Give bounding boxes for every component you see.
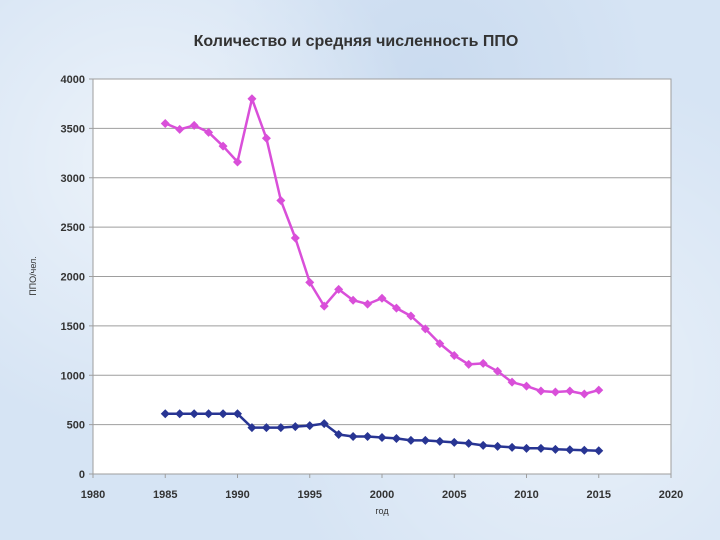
data-point-marker — [464, 359, 474, 369]
data-point-marker — [522, 443, 531, 453]
data-point-marker — [493, 366, 503, 376]
data-point-marker — [334, 284, 344, 294]
data-point-marker — [363, 431, 373, 441]
data-point-marker — [594, 446, 604, 456]
x-tick-label: 2000 — [370, 489, 394, 501]
data-point-marker — [478, 358, 488, 368]
data-point-marker — [276, 423, 286, 433]
x-axis-label: год — [375, 506, 389, 516]
y-tick-label: 2500 — [61, 222, 85, 234]
data-point-marker — [435, 339, 445, 349]
data-point-marker — [160, 118, 170, 128]
y-tick-label: 1500 — [61, 321, 85, 333]
y-tick-label: 4000 — [61, 74, 85, 86]
data-point-marker — [218, 409, 228, 419]
data-point-marker — [594, 385, 604, 395]
y-tick-label: 2000 — [61, 272, 85, 284]
data-point-marker — [319, 419, 329, 429]
data-point-marker — [406, 311, 416, 321]
x-tick-label: 1985 — [153, 489, 177, 501]
data-point-marker — [348, 295, 358, 305]
data-point-marker — [319, 301, 329, 311]
data-point-marker — [247, 423, 257, 433]
y-tick-label: 500 — [67, 420, 85, 432]
data-point-marker — [204, 409, 214, 419]
series-1 — [160, 94, 604, 399]
data-point-marker — [363, 299, 373, 309]
data-point-marker — [449, 437, 459, 447]
data-point-marker — [420, 324, 430, 334]
data-point-marker — [377, 293, 387, 303]
x-tick-label: 2020 — [659, 489, 683, 501]
data-point-marker — [522, 381, 531, 391]
data-point-marker — [565, 445, 575, 455]
data-point-marker — [290, 422, 300, 432]
data-point-marker — [218, 141, 228, 151]
x-tick-label: 2005 — [442, 489, 466, 501]
data-point-marker — [247, 94, 257, 104]
data-point-marker — [507, 377, 517, 387]
series-group — [160, 94, 604, 456]
data-point-marker — [175, 124, 185, 134]
gridlines — [93, 127, 671, 426]
data-point-marker — [189, 409, 199, 419]
series-2 — [160, 409, 604, 456]
data-point-marker — [204, 127, 214, 137]
data-point-marker — [536, 443, 546, 453]
data-point-marker — [391, 303, 401, 313]
data-point-marker — [478, 440, 488, 450]
data-point-marker — [420, 435, 430, 445]
data-point-marker — [464, 438, 474, 448]
x-tick-label: 1990 — [225, 489, 249, 501]
data-point-marker — [493, 441, 503, 451]
data-point-marker — [406, 435, 416, 445]
data-point-marker — [550, 387, 560, 397]
y-axis-label: ППО/чел. — [28, 256, 38, 296]
data-point-marker — [536, 386, 546, 396]
data-point-marker — [175, 409, 185, 419]
data-point-marker — [305, 421, 315, 431]
y-axis-ticks: 0 500 1000 1500 2000 2500 3000 3500 4000 — [61, 74, 93, 481]
data-point-marker — [261, 423, 271, 433]
data-point-marker — [348, 431, 358, 441]
y-tick-label: 1000 — [61, 370, 85, 382]
data-point-marker — [261, 133, 271, 143]
data-point-marker — [276, 195, 286, 205]
y-tick-label: 0 — [79, 469, 85, 481]
data-point-marker — [160, 409, 170, 419]
y-tick-label: 3000 — [61, 173, 85, 185]
data-point-marker — [550, 444, 560, 454]
data-point-marker — [579, 389, 589, 399]
x-tick-label: 1980 — [81, 489, 105, 501]
data-point-marker — [233, 409, 242, 419]
data-point-marker — [579, 445, 589, 455]
data-point-marker — [377, 432, 387, 442]
data-point-marker — [449, 351, 459, 360]
data-point-marker — [233, 157, 242, 167]
y-tick-label: 3500 — [61, 123, 85, 135]
data-point-marker — [189, 120, 199, 130]
data-point-marker — [435, 436, 445, 446]
data-point-marker — [334, 430, 344, 439]
data-point-marker — [290, 233, 300, 243]
data-point-marker — [507, 442, 517, 452]
x-tick-label: 2010 — [514, 489, 538, 501]
data-point-marker — [565, 386, 575, 396]
data-point-marker — [305, 277, 315, 287]
x-tick-label: 1995 — [298, 489, 322, 501]
x-tick-label: 2015 — [587, 489, 611, 501]
x-axis-ticks: 1980 1985 1990 1995 2000 2005 2010 2015 2020 — [81, 474, 683, 501]
chart-title: Количество и средняя численность ППО — [194, 33, 519, 50]
data-point-marker — [391, 433, 401, 443]
